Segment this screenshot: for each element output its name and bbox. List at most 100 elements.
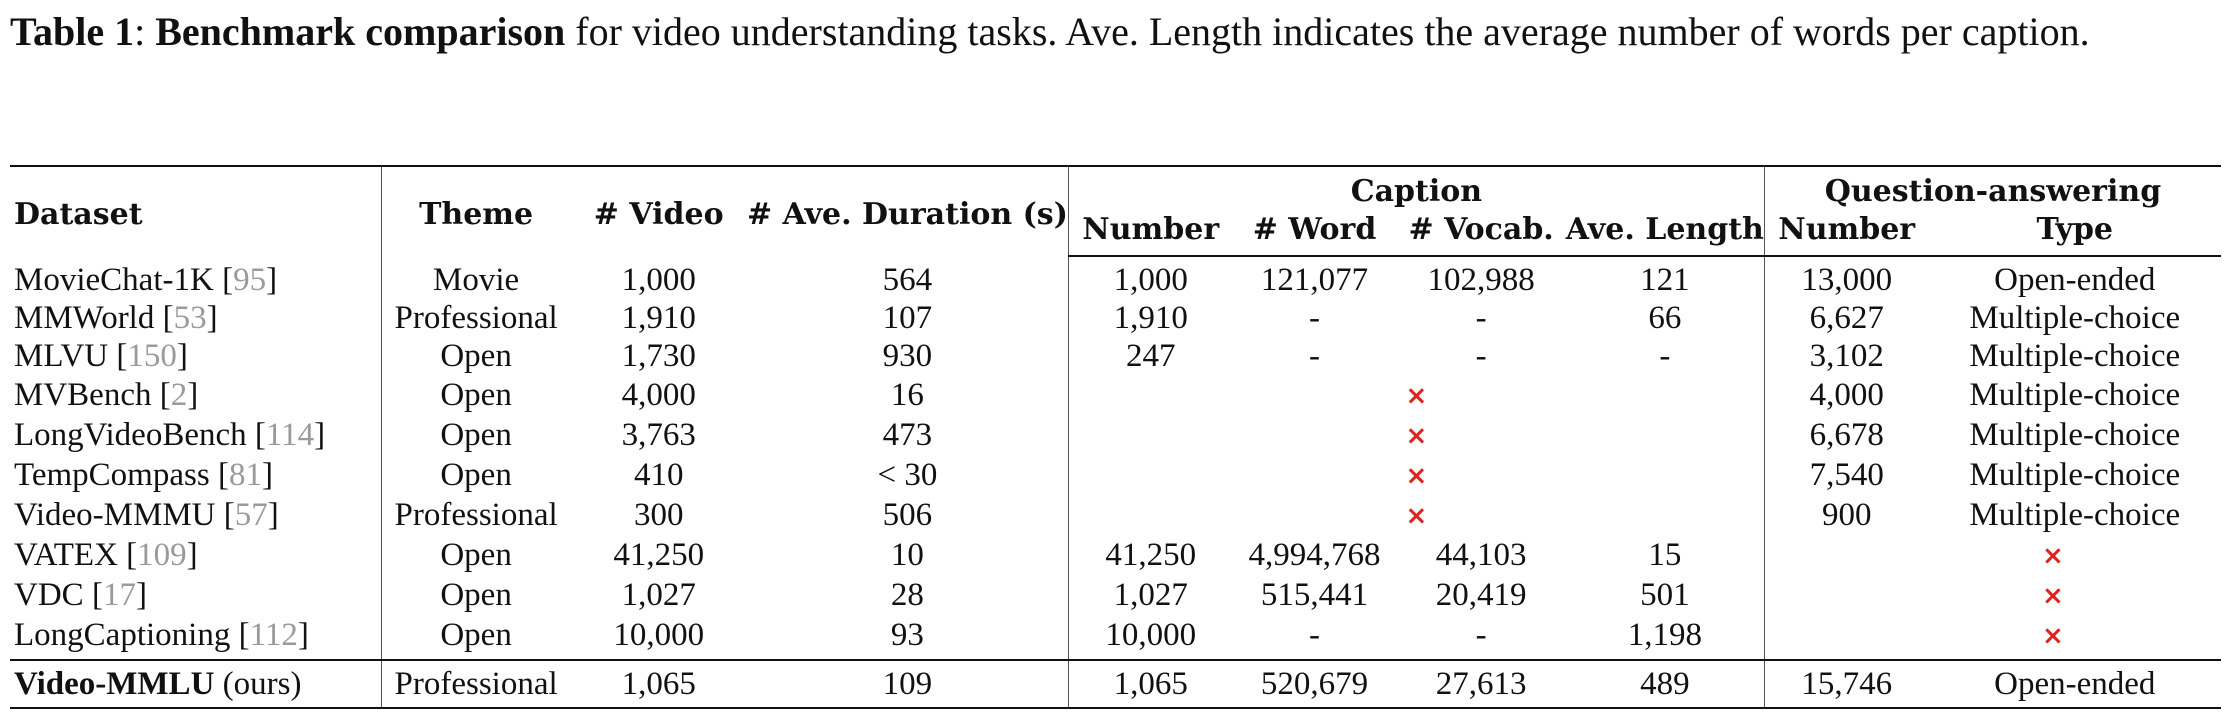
cross-icon: ×	[1405, 501, 1428, 531]
citation-link[interactable]: 2	[170, 377, 188, 413]
header-dataset: Dataset	[10, 166, 382, 256]
duration-cell: 107	[746, 299, 1069, 337]
dataset-name: LongCaptioning	[14, 617, 231, 653]
duration-cell: 10	[746, 535, 1069, 575]
ours-cap-vocab: 27,613	[1396, 659, 1566, 709]
caption-na-cell: ×	[1068, 375, 1765, 415]
table-row: LongVideoBench [114] Open 3,763 473 × 6,678 Mu…	[10, 415, 2221, 455]
duration-cell: 473	[746, 415, 1069, 455]
caption-word-cell: -	[1309, 617, 1321, 653]
duration-cell: 564	[746, 256, 1069, 299]
theme-cell: Open	[440, 577, 512, 613]
citation-link[interactable]: 150	[127, 338, 177, 374]
qa-na-cell: ×	[1764, 535, 2221, 575]
caption-na-cell: ×	[1068, 455, 1765, 495]
dataset-name: VATEX	[14, 537, 118, 573]
caption-colon: :	[134, 9, 146, 54]
duration-cell: 16	[746, 375, 1069, 415]
cross-icon: ×	[2042, 541, 2064, 571]
ours-name: Video-MMLU	[14, 666, 215, 702]
qa-type-cell: Open-ended	[1994, 262, 2156, 298]
citation-link[interactable]: 57	[234, 497, 268, 533]
table-row: LongCaptioning [112] Open 10,000 93 10,000 - -…	[10, 615, 2221, 660]
citation-link[interactable]: 114	[265, 417, 315, 453]
cross-icon: ×	[1405, 461, 1428, 491]
theme-cell: Open	[440, 537, 512, 573]
video-count-cell: 4,000	[621, 377, 696, 413]
citation-link[interactable]: 53	[173, 300, 207, 336]
theme-cell: Open	[440, 338, 512, 374]
caption-word-cell: -	[1309, 300, 1321, 336]
caption-number-cell: 10,000	[1105, 617, 1197, 653]
table-row: MLVU [150] Open 1,730 930 247 - - - 3,102 Multipl…	[10, 337, 2221, 375]
duration-cell: < 30	[746, 455, 1069, 495]
caption-length-cell: 15	[1565, 535, 1765, 575]
ours-theme: Professional	[381, 659, 571, 709]
qa-type-cell: Multiple-choice	[1969, 300, 2181, 336]
caption-label: Table 1	[10, 9, 135, 54]
caption-word-cell: 4,994,768	[1248, 537, 1381, 573]
theme-cell: Open	[440, 617, 512, 653]
caption-word-cell: -	[1309, 338, 1321, 374]
dataset-cell: VATEX [109]	[10, 535, 382, 575]
header-qa-type: Type	[1928, 211, 2221, 257]
theme-cell: Open	[440, 417, 512, 453]
table-caption: Table 1: Benchmark comparison for video …	[10, 4, 2220, 60]
citation-link[interactable]: 81	[228, 457, 262, 493]
caption-length-cell: -	[1565, 337, 1765, 375]
duration-cell: 506	[746, 495, 1069, 535]
cross-icon: ×	[1405, 381, 1428, 411]
video-count-cell: 1,000	[621, 261, 696, 298]
qa-number-cell: 900	[1821, 497, 1872, 533]
theme-cell: Movie	[433, 261, 520, 298]
dataset-cell: LongVideoBench [114]	[10, 415, 382, 455]
caption-vocab-cell: -	[1475, 617, 1487, 653]
caption-word-cell: 121,077	[1260, 262, 1369, 298]
caption-number-cell: 1,027	[1113, 577, 1188, 613]
header-caption-number: Number	[1068, 211, 1233, 257]
video-count-cell: 300	[633, 497, 684, 533]
qa-type-cell: Multiple-choice	[1969, 497, 2181, 533]
theme-cell: Professional	[394, 300, 558, 336]
cross-icon: ×	[2042, 621, 2064, 651]
qa-number-cell: 7,540	[1809, 457, 1884, 493]
cross-icon: ×	[2042, 581, 2064, 611]
benchmark-table: Dataset Theme # Video # Ave. Duration (s…	[10, 165, 2221, 709]
citation-link[interactable]: 112	[249, 617, 298, 653]
citation-link[interactable]: 95	[233, 261, 267, 298]
theme-cell: Professional	[394, 497, 558, 533]
qa-number-cell: 6,678	[1809, 417, 1884, 453]
ours-duration: 109	[746, 659, 1069, 709]
table-body: MovieChat-1K [95] Movie 1,000 564 1,000 121,0…	[10, 256, 2221, 660]
caption-text: for video understanding tasks. Ave. Leng…	[565, 9, 2090, 54]
citation-link[interactable]: 109	[137, 537, 187, 573]
video-count-cell: 1,910	[621, 300, 696, 336]
ours-cap-length: 489	[1565, 659, 1765, 709]
qa-type-cell: Multiple-choice	[1969, 417, 2181, 453]
table-row: VDC [17] Open 1,027 28 1,027 515,441 20,419 501…	[10, 575, 2221, 615]
cross-icon: ×	[1405, 421, 1428, 451]
caption-word-cell: 515,441	[1260, 577, 1369, 613]
caption-vocab-cell: -	[1475, 338, 1487, 374]
video-count-cell: 3,763	[621, 417, 696, 453]
caption-length-cell: 501	[1565, 575, 1765, 615]
dataset-cell: MovieChat-1K [95]	[10, 256, 382, 299]
dataset-cell: LongCaptioning [112]	[10, 615, 382, 660]
table-ours: Video-MMLU (ours) Professional 1,065 109…	[10, 659, 2221, 709]
dataset-name: TempCompass	[14, 457, 210, 493]
header-qa-number: Number	[1764, 211, 1929, 257]
header-caption-word: # Word	[1232, 211, 1397, 257]
dataset-cell: MLVU [150]	[10, 337, 382, 375]
qa-number-cell: 13,000	[1801, 262, 1893, 298]
caption-vocab-cell: 44,103	[1435, 537, 1527, 573]
citation-link[interactable]: 17	[102, 577, 136, 613]
video-count-cell: 410	[633, 457, 684, 493]
header-qa-group: Question-answering	[1824, 174, 2162, 209]
caption-number-cell: 41,250	[1105, 537, 1197, 573]
caption-vocab-cell: 20,419	[1435, 577, 1527, 613]
table-row-ours: Video-MMLU (ours) Professional 1,065 109…	[10, 659, 2221, 709]
dataset-cell: TempCompass [81]	[10, 455, 382, 495]
header-caption-vocab: # Vocab.	[1396, 211, 1566, 257]
qa-type-cell: Multiple-choice	[1969, 338, 2181, 374]
caption-length-cell: 1,198	[1565, 615, 1765, 660]
